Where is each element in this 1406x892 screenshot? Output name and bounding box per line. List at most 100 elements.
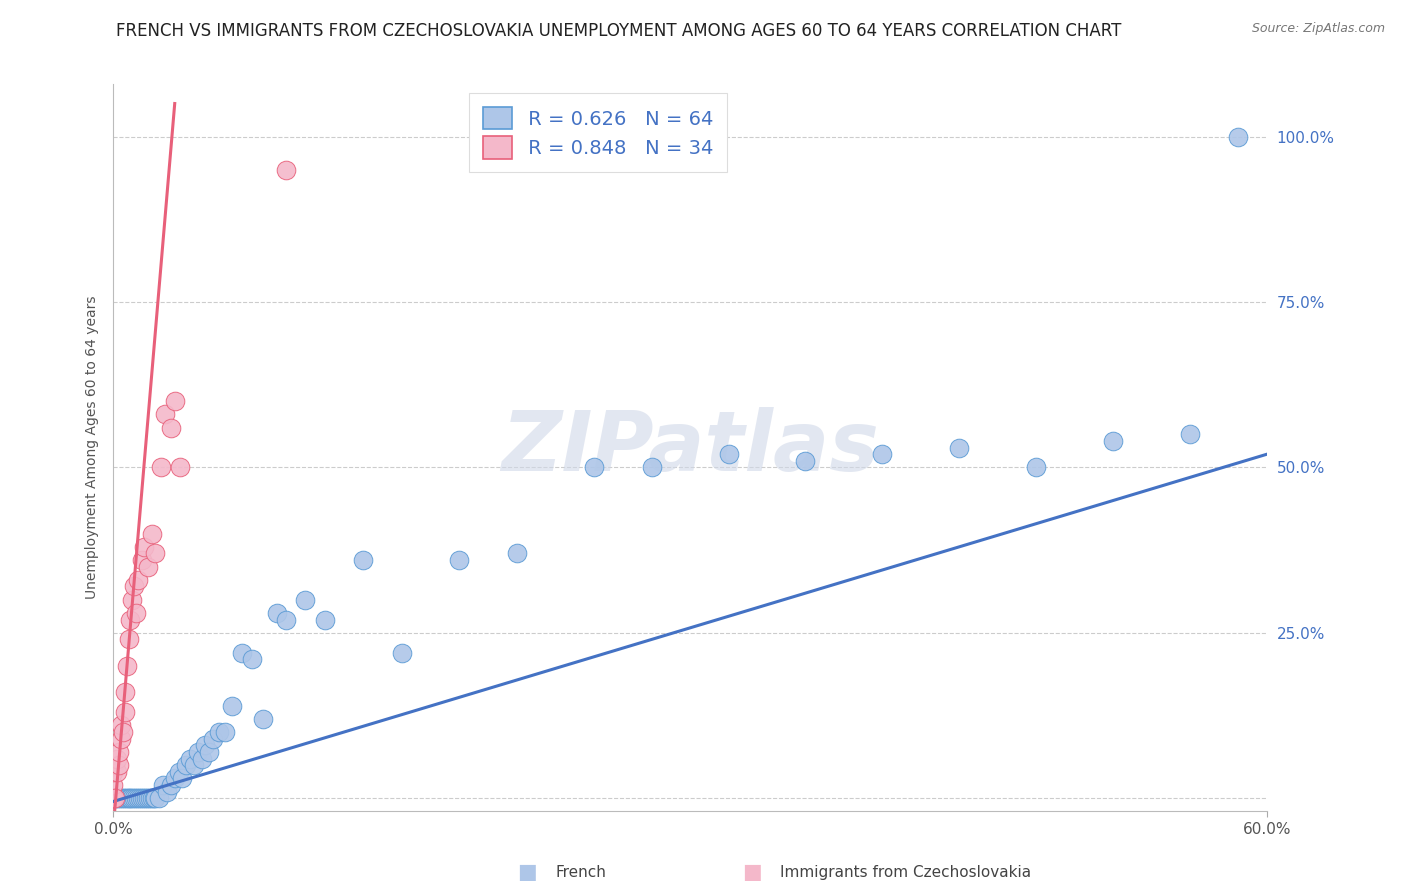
Point (111, 725, 134, 739)
Point (121, 791, 143, 805)
Legend:  R = 0.626   N = 64,  R = 0.848   N = 34: R = 0.626 N = 64, R = 0.848 N = 34 (470, 94, 727, 172)
Text: FRENCH VS IMMIGRANTS FROM CZECHOSLOVAKIA UNEMPLOYMENT AMONG AGES 60 TO 64 YEARS : FRENCH VS IMMIGRANTS FROM CZECHOSLOVAKIA… (115, 22, 1122, 40)
Point (103, 791, 125, 805)
Point (105, 764, 128, 779)
Point (103, 778, 125, 792)
Point (145, 791, 167, 805)
Point (108, 791, 131, 805)
Point (449, 553, 471, 567)
Point (276, 613, 298, 627)
Point (117, 632, 139, 647)
Point (148, 791, 170, 805)
Point (103, 791, 125, 805)
Point (117, 791, 139, 805)
Point (794, 454, 817, 468)
Point (240, 652, 263, 666)
Point (506, 546, 529, 560)
Point (1178, 427, 1201, 442)
Point (640, 460, 662, 475)
Point (202, 731, 225, 746)
Point (152, 778, 174, 792)
Text: Immigrants from Czechoslovakia: Immigrants from Czechoslovakia (780, 865, 1032, 880)
Point (115, 791, 138, 805)
Point (103, 764, 125, 779)
Point (115, 659, 138, 673)
Point (124, 791, 146, 805)
Point (391, 646, 413, 660)
Point (150, 460, 173, 475)
Point (174, 758, 197, 772)
Text: ■: ■ (742, 863, 762, 882)
Point (872, 447, 894, 461)
Point (124, 580, 146, 594)
Point (153, 408, 176, 422)
Point (160, 778, 183, 792)
Text: ■: ■ (517, 863, 537, 882)
Point (163, 772, 186, 786)
Point (111, 791, 134, 805)
Point (138, 791, 160, 805)
Point (179, 751, 201, 765)
Point (167, 764, 190, 779)
Point (105, 751, 128, 765)
Point (103, 791, 125, 805)
Point (141, 791, 163, 805)
Point (266, 606, 288, 620)
Point (120, 613, 142, 627)
Point (125, 606, 148, 620)
Point (120, 791, 142, 805)
Point (132, 791, 155, 805)
Point (127, 573, 149, 587)
Point (104, 758, 127, 772)
Point (208, 725, 231, 739)
Point (121, 592, 143, 607)
Point (294, 592, 316, 607)
Point (141, 526, 163, 541)
Point (948, 441, 970, 455)
Point (105, 791, 128, 805)
Point (131, 553, 153, 567)
Point (131, 791, 153, 805)
Point (132, 540, 155, 554)
Point (169, 460, 191, 475)
Point (104, 791, 127, 805)
Point (221, 698, 243, 713)
Point (1102, 434, 1125, 448)
Point (214, 725, 236, 739)
Text: ZIPatlas: ZIPatlas (501, 407, 879, 488)
Point (163, 394, 186, 409)
Text: Source: ZipAtlas.com: Source: ZipAtlas.com (1251, 22, 1385, 36)
Point (136, 559, 159, 574)
Point (135, 791, 157, 805)
Point (276, 162, 298, 177)
Point (156, 784, 179, 798)
Point (194, 739, 217, 753)
Point (172, 772, 194, 786)
Point (142, 791, 165, 805)
Point (145, 546, 167, 560)
Text: French: French (555, 865, 606, 880)
Point (110, 718, 132, 732)
Point (160, 420, 183, 434)
Point (114, 705, 136, 719)
Point (110, 731, 132, 746)
Point (314, 613, 336, 627)
Point (103, 791, 125, 805)
Point (114, 685, 136, 699)
Point (231, 646, 253, 660)
Point (104, 791, 127, 805)
Point (1227, 129, 1250, 144)
Point (103, 791, 125, 805)
Point (190, 751, 212, 765)
Point (129, 791, 152, 805)
Point (108, 745, 131, 759)
Point (352, 553, 374, 567)
Point (187, 745, 209, 759)
Point (252, 712, 274, 726)
Point (582, 460, 605, 475)
Point (127, 791, 149, 805)
Point (183, 758, 205, 772)
Point (110, 791, 132, 805)
Point (114, 791, 136, 805)
Point (136, 791, 159, 805)
